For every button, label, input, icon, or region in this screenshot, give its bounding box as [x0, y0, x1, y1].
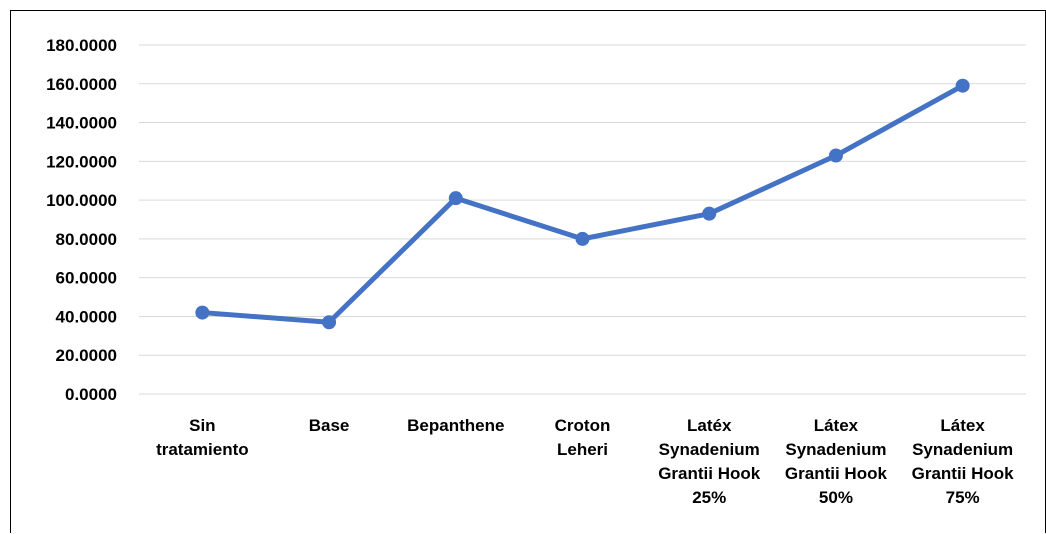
y-axis-tick-labels: 0.0000 20.0000 40.0000 60.0000 80.0000 100.00…: [46, 36, 117, 404]
x-category-label-line: Latéx: [687, 416, 732, 435]
y-tick-label: 120.0000: [46, 152, 117, 171]
x-category-label-line: 75%: [946, 488, 980, 507]
series-layer: [195, 78, 970, 330]
x-axis-category-labels: Sin tratamiento Base Bepanthene Croton Leheri…: [156, 416, 1014, 507]
data-point: [955, 78, 970, 93]
x-category-label-line: 50%: [819, 488, 853, 507]
x-category-label-line: Grantii Hook: [912, 464, 1015, 483]
chart-frame: 0.0000 20.0000 40.0000 60.0000 80.0000 100.00…: [10, 10, 1046, 533]
y-tick-label: 20.0000: [56, 346, 117, 365]
data-point: [322, 315, 337, 330]
x-category-label: Látex Synadenium Grantii Hook 75%: [912, 416, 1015, 507]
x-category-label-line: tratamiento: [156, 440, 249, 459]
x-category-label-line: Látex: [940, 416, 985, 435]
x-category-label-line: Synadenium: [912, 440, 1013, 459]
x-category-label: Latéx Synadenium Grantii Hook 25%: [658, 416, 761, 507]
x-category-label-line: Grantii Hook: [785, 464, 888, 483]
x-category-label: Croton Leheri: [555, 416, 611, 459]
data-point: [195, 305, 210, 320]
x-category-label-line: Croton: [555, 416, 611, 435]
x-category-label-line: Leheri: [557, 440, 608, 459]
y-tick-label: 180.0000: [46, 36, 117, 55]
y-tick-label: 140.0000: [46, 114, 117, 133]
x-category-label-line: Synadenium: [659, 440, 760, 459]
y-tick-label: 60.0000: [56, 269, 117, 288]
x-category-label-line: Sin: [189, 416, 215, 435]
series-line: [199, 83, 966, 325]
gridlines: [139, 44, 1026, 395]
data-point: [448, 191, 463, 206]
line-chart: 0.0000 20.0000 40.0000 60.0000 80.0000 100.00…: [46, 36, 1026, 507]
data-point: [575, 231, 590, 246]
x-category-label-line: Bepanthene: [407, 416, 504, 435]
x-category-label: Base: [309, 416, 350, 435]
x-category-label: Sin tratamiento: [156, 416, 249, 459]
data-point: [702, 206, 717, 221]
y-tick-label: 40.0000: [56, 307, 117, 326]
x-category-label: Bepanthene: [407, 416, 504, 435]
x-category-label-line: 25%: [692, 488, 726, 507]
x-category-label: Látex Synadenium Grantii Hook 50%: [785, 416, 888, 507]
y-tick-label: 100.0000: [46, 191, 117, 210]
x-category-label-line: Synadenium: [785, 440, 886, 459]
x-category-label-line: Base: [309, 416, 350, 435]
y-tick-label: 0.0000: [65, 385, 117, 404]
x-category-label-line: Grantii Hook: [658, 464, 761, 483]
x-category-label-line: Látex: [814, 416, 859, 435]
y-tick-label: 160.0000: [46, 75, 117, 94]
y-tick-label: 80.0000: [56, 230, 117, 249]
data-point: [828, 148, 843, 163]
